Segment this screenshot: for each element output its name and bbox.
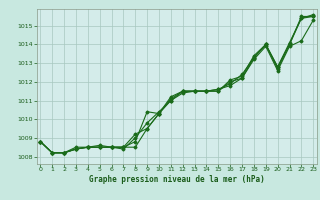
X-axis label: Graphe pression niveau de la mer (hPa): Graphe pression niveau de la mer (hPa) <box>89 175 265 184</box>
